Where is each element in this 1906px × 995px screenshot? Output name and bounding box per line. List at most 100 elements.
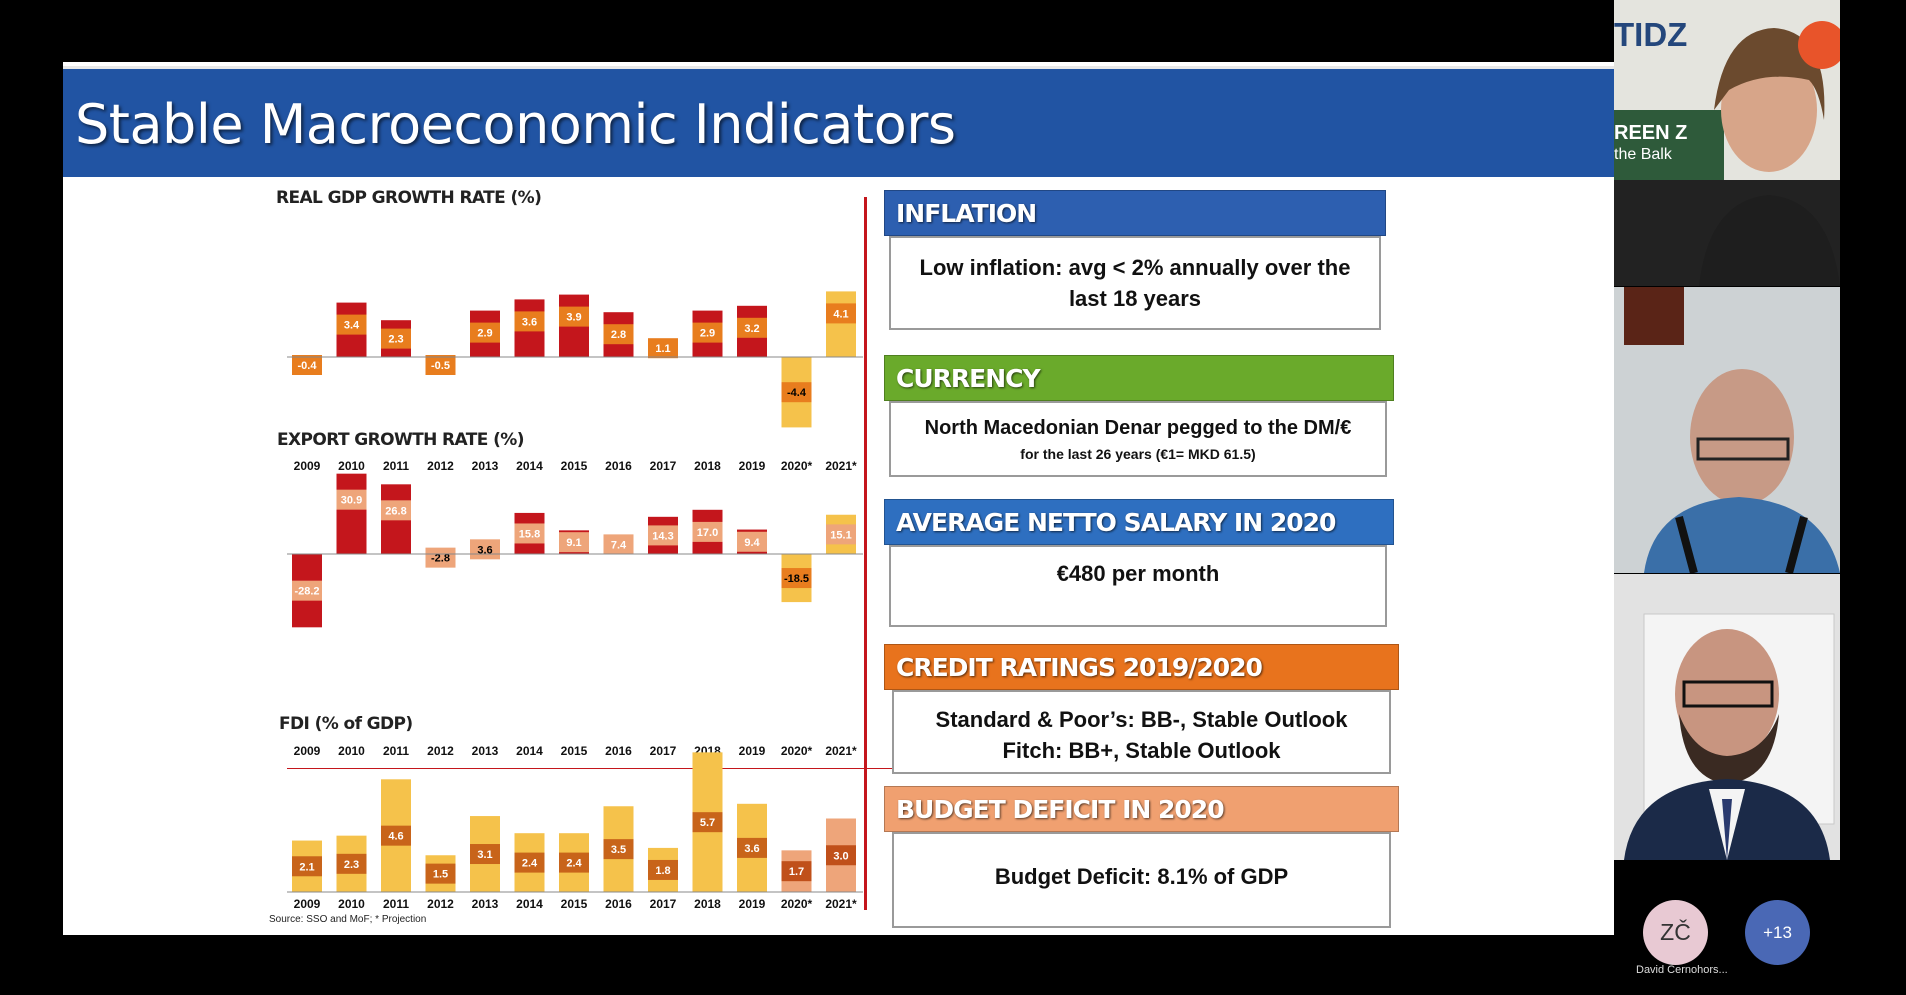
credit-line2: Fitch: BB+, Stable Outlook	[1002, 738, 1281, 763]
salary-header: AVERAGE NETTO SALARY IN 2020	[884, 499, 1394, 545]
inflation-body: Low inflation: avg < 2% annually over th…	[889, 236, 1381, 330]
label-box-2015	[559, 852, 589, 873]
label-box-2010	[336, 853, 367, 874]
data-label-2016: 3.5	[611, 844, 626, 856]
slide-title: Stable Macroeconomic Indicators	[75, 93, 956, 156]
data-label-2017: 1.1	[655, 343, 670, 355]
tick-label-2013: 2013	[472, 897, 499, 911]
data-label-2014: 15.8	[519, 528, 540, 540]
data-label-2016: 2.8	[611, 329, 626, 341]
data-label-2015: 3.9	[566, 312, 581, 324]
label-box-2020*	[781, 568, 812, 589]
gdp-chart-title: REAL GDP GROWTH RATE (%)	[276, 188, 542, 208]
label-box-2019	[737, 837, 767, 858]
inflation-line2: last 18 years	[1068, 286, 1202, 311]
participant-video-3[interactable]	[1614, 574, 1840, 860]
participant-video-1[interactable]: TIDZ REEN Z the Balk	[1614, 0, 1840, 286]
label-box-2009	[292, 856, 322, 877]
tick-label-2012: 2012	[427, 459, 454, 473]
participant-3-video-image	[1614, 574, 1840, 860]
tick-label-2016: 2016	[605, 744, 632, 758]
label-box-2019	[737, 531, 767, 552]
data-label-2021*: 3.0	[833, 850, 848, 862]
data-label-2018: 17.0	[697, 527, 718, 539]
tidz-logo: TIDZ	[1614, 16, 1688, 53]
label-box-2009	[292, 355, 322, 375]
tick-label-2011: 2011	[383, 459, 409, 473]
data-label-2014: 3.6	[522, 316, 537, 328]
salary-line1: €480 per month	[1056, 561, 1220, 586]
tick-label-2013: 2013	[472, 744, 499, 758]
credit-line1: Standard & Poor’s: BB-, Stable Outlook	[935, 707, 1348, 732]
fdi-chart: 2.1 2009 2.3 2010 4.6 2011 1.5 2012 3.1 2013 2.4 20…	[287, 752, 863, 911]
data-label-2013: 3.6	[477, 544, 492, 556]
data-label-2009: 2.1	[299, 861, 314, 873]
inflation-line1: Low inflation: avg < 2% annually over th…	[919, 255, 1351, 280]
tick-label-2010: 2010	[338, 744, 365, 758]
data-label-2019: 3.2	[744, 323, 759, 335]
data-label-2017: 1.8	[655, 865, 670, 877]
tick-label-2020*: 2020*	[781, 744, 813, 758]
data-label-2020*: -4.4	[787, 387, 807, 399]
label-box-2018	[692, 322, 723, 343]
data-label-2011: 26.8	[385, 505, 406, 517]
salary-body: €480 per month	[889, 545, 1387, 627]
data-label-2015: 9.1	[566, 537, 581, 549]
tick-label-2020*: 2020*	[781, 459, 813, 473]
credit-body: Standard & Poor’s: BB-, Stable Outlook F…	[892, 690, 1391, 774]
label-box-2021*	[826, 845, 856, 866]
data-label-2019: 9.4	[744, 537, 760, 549]
data-label-2012: -2.8	[431, 553, 450, 565]
data-label-2011: 4.6	[388, 831, 403, 843]
tick-label-2014: 2014	[516, 459, 543, 473]
tick-label-2015: 2015	[561, 459, 588, 473]
data-label-2012: -0.5	[431, 360, 450, 372]
data-label-2013: 3.1	[477, 849, 492, 861]
tick-label-2018: 2018	[694, 459, 721, 473]
participant-avatar[interactable]: ZČ	[1643, 900, 1708, 965]
label-box-2014	[514, 852, 545, 873]
data-label-2010: 2.3	[344, 859, 359, 871]
label-box-2016	[603, 839, 634, 860]
tick-label-2016: 2016	[605, 897, 632, 911]
tick-label-2015: 2015	[561, 897, 588, 911]
fdi-chart-title: FDI (% of GDP)	[279, 714, 413, 734]
data-label-2009: -28.2	[294, 586, 319, 598]
tick-label-2021*: 2021*	[825, 744, 857, 758]
participant-avatar-name: David Černohors...	[1636, 964, 1728, 976]
data-label-2018: 2.9	[700, 328, 715, 340]
credit-header: CREDIT RATINGS 2019/2020	[884, 644, 1399, 690]
data-label-2016: 7.4	[611, 539, 627, 551]
presentation-slide: Stable Macroeconomic Indicators REAL GDP…	[63, 62, 1614, 935]
currency-body: North Macedonian Denar pegged to the DM/…	[889, 401, 1387, 477]
export-chart-title: EXPORT GROWTH RATE (%)	[277, 430, 524, 450]
banner-text-1: REEN Z	[1614, 122, 1688, 144]
label-box-2012	[425, 547, 456, 568]
banner-text-2: the Balk	[1614, 146, 1672, 163]
budget-body: Budget Deficit: 8.1% of GDP	[892, 832, 1391, 928]
label-box-2014	[514, 311, 545, 332]
label-box-2021*	[826, 303, 856, 324]
data-label-2021*: 4.1	[833, 308, 848, 320]
more-participants-button[interactable]: +13	[1745, 900, 1810, 965]
participant-2-video-image	[1614, 287, 1840, 573]
participant-video-2[interactable]	[1614, 287, 1840, 573]
data-label-2012: 1.5	[433, 869, 448, 881]
tick-label-2010: 2010	[338, 897, 365, 911]
tick-label-2020*: 2020*	[781, 897, 813, 911]
label-box-2012	[425, 863, 456, 884]
label-box-2011	[381, 328, 411, 349]
data-label-2020*: -18.5	[784, 573, 809, 585]
currency-header: CURRENCY	[884, 355, 1394, 401]
label-box-2017	[648, 338, 678, 359]
data-label-2019: 3.6	[744, 843, 759, 855]
tick-label-2014: 2014	[516, 897, 543, 911]
label-box-2020*	[781, 382, 812, 403]
tick-label-2017: 2017	[650, 744, 677, 758]
tick-label-2021*: 2021*	[825, 897, 857, 911]
tick-label-2010: 2010	[338, 459, 365, 473]
label-box-2014	[514, 523, 545, 544]
data-label-2010: 30.9	[341, 495, 362, 507]
label-box-2015	[559, 306, 589, 327]
label-box-2021*	[826, 524, 856, 545]
